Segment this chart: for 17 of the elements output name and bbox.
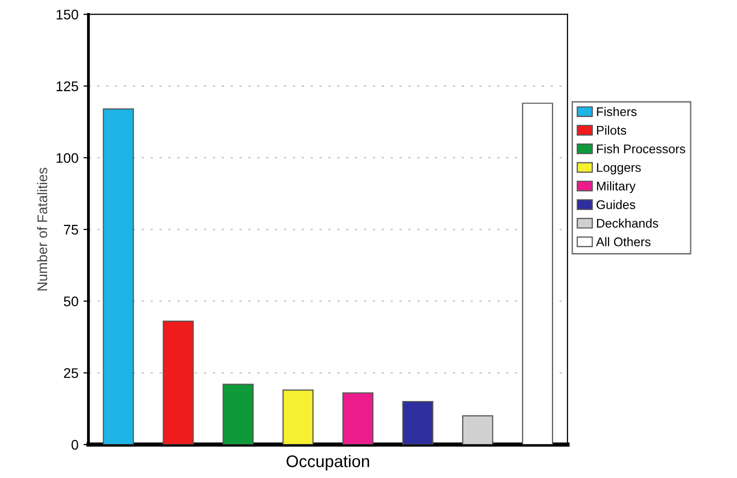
y-tick-label: 125: [56, 81, 78, 92]
y-tick-label: 150: [56, 10, 78, 20]
legend-label: Fish Processors: [597, 144, 686, 154]
x-axis-title: Occupation: [286, 454, 370, 470]
legend-label: Guides: [596, 200, 636, 210]
legend-label: All Others: [596, 237, 650, 246]
y-tick-label: 25: [64, 368, 78, 378]
legend-label: Loggers: [597, 163, 641, 174]
legend-label: Pilots: [597, 126, 626, 135]
y-tick-label: 100: [56, 153, 78, 163]
y-tick-label: 0: [72, 440, 78, 450]
y-tick-label: 50: [64, 296, 78, 306]
legend-label: Military: [597, 181, 636, 193]
legend-label: Fishers: [597, 106, 637, 116]
legend-label: Deckhands: [597, 218, 658, 228]
y-tick-label: 75: [64, 224, 78, 235]
y-axis-title: Number of Fatalities: [37, 168, 48, 290]
